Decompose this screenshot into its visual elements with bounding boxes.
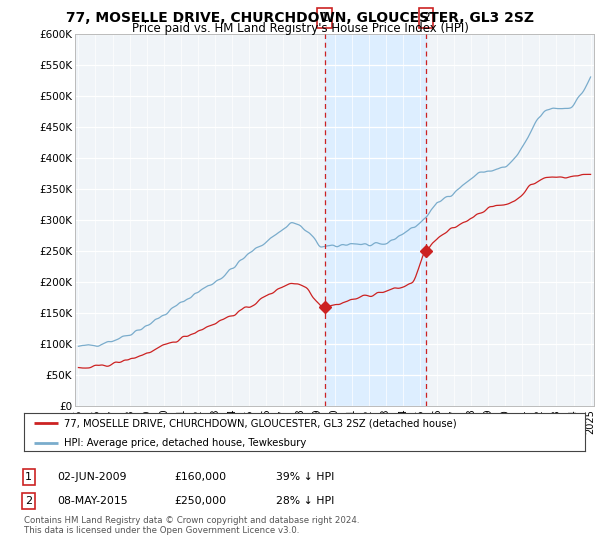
Text: £160,000: £160,000 (174, 472, 226, 482)
Text: Price paid vs. HM Land Registry's House Price Index (HPI): Price paid vs. HM Land Registry's House … (131, 22, 469, 35)
Text: 1: 1 (25, 472, 32, 482)
Text: HPI: Average price, detached house, Tewkesbury: HPI: Average price, detached house, Tewk… (64, 438, 307, 448)
Bar (325, 34, 426, 406)
Text: 77, MOSELLE DRIVE, CHURCHDOWN, GLOUCESTER, GL3 2SZ: 77, MOSELLE DRIVE, CHURCHDOWN, GLOUCESTE… (66, 11, 534, 25)
Text: 2: 2 (422, 11, 430, 24)
Text: Contains HM Land Registry data © Crown copyright and database right 2024.: Contains HM Land Registry data © Crown c… (24, 516, 359, 525)
Text: 77, MOSELLE DRIVE, CHURCHDOWN, GLOUCESTER, GL3 2SZ (detached house): 77, MOSELLE DRIVE, CHURCHDOWN, GLOUCESTE… (64, 418, 457, 428)
Text: 28% ↓ HPI: 28% ↓ HPI (276, 496, 334, 506)
Text: 08-MAY-2015: 08-MAY-2015 (57, 496, 128, 506)
Text: 1: 1 (320, 11, 329, 24)
Text: 02-JUN-2009: 02-JUN-2009 (57, 472, 127, 482)
Text: 39% ↓ HPI: 39% ↓ HPI (276, 472, 334, 482)
Text: 2: 2 (25, 496, 32, 506)
Text: £250,000: £250,000 (174, 496, 226, 506)
Text: This data is licensed under the Open Government Licence v3.0.: This data is licensed under the Open Gov… (24, 526, 299, 535)
